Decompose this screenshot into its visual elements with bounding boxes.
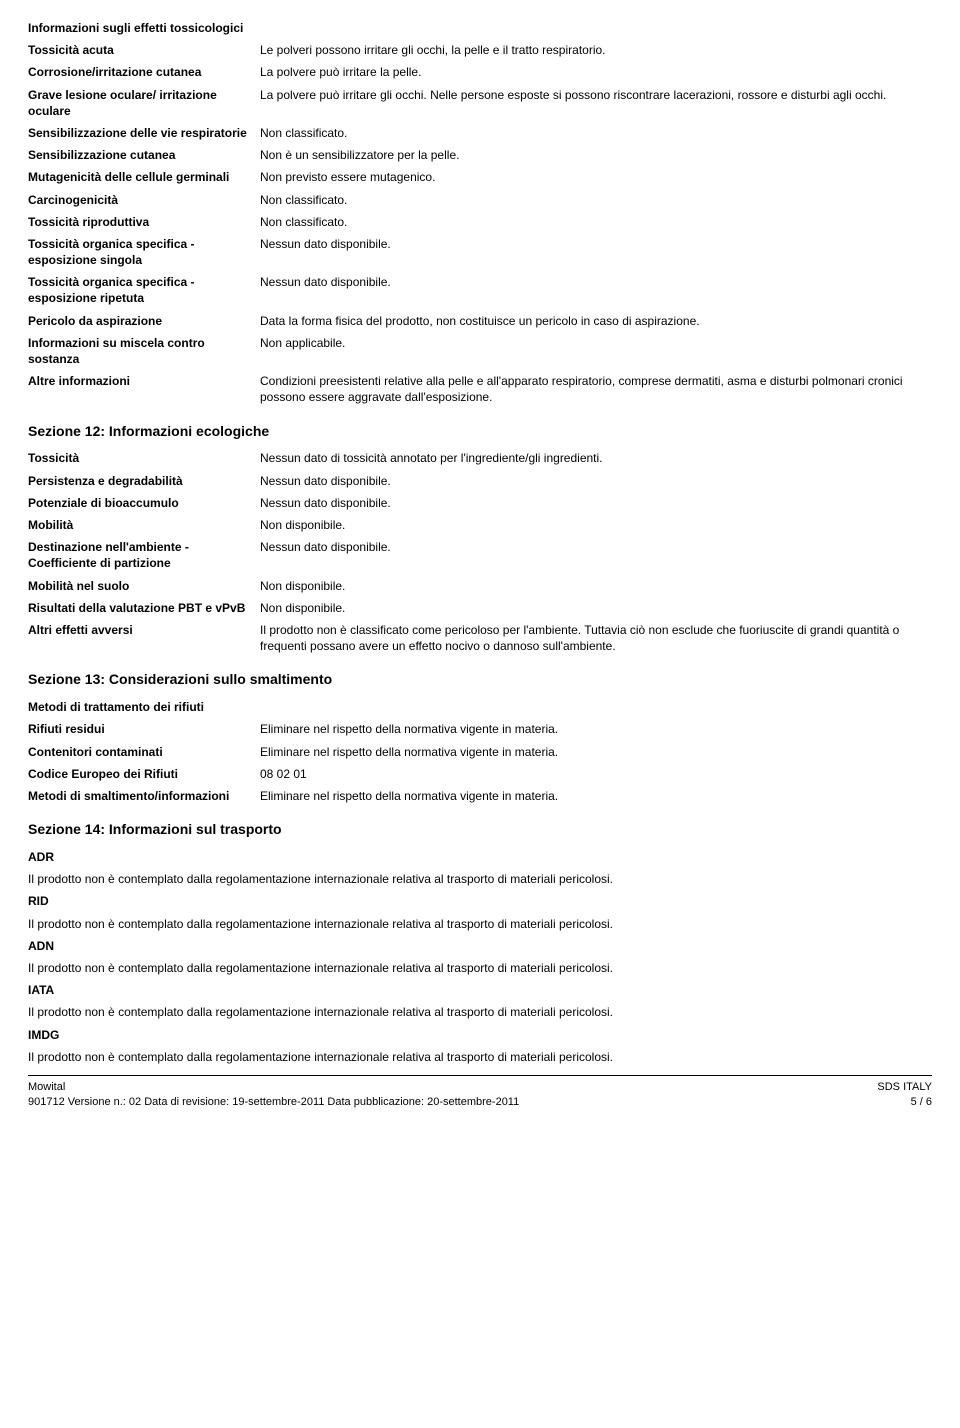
- s11-label: Tossicità organica specifica - esposizio…: [28, 236, 260, 268]
- s12-row: Persistenza e degradabilitàNessun dato d…: [28, 473, 932, 489]
- s11-value: Nessun dato disponibile.: [260, 274, 932, 306]
- s12-row: Mobilità nel suoloNon disponibile.: [28, 578, 932, 594]
- s11-label: Tossicità riproduttiva: [28, 214, 260, 230]
- section-13-subheading: Metodi di trattamento dei rifiuti: [28, 699, 932, 715]
- s11-value: Data la forma fisica del prodotto, non c…: [260, 313, 932, 329]
- s12-label: Risultati della valutazione PBT e vPvB: [28, 600, 260, 616]
- s12-value: Non disponibile.: [260, 578, 932, 594]
- s11-row: Tossicità riproduttivaNon classificato.: [28, 214, 932, 230]
- transport-text: Il prodotto non è contemplato dalla rego…: [28, 960, 932, 976]
- s13-row: Metodi di smaltimento/informazioniElimin…: [28, 788, 932, 804]
- s11-label: Mutagenicità delle cellule germinali: [28, 169, 260, 185]
- s12-label: Destinazione nell'ambiente - Coefficient…: [28, 539, 260, 571]
- s11-value: Nessun dato disponibile.: [260, 236, 932, 268]
- s12-row: TossicitàNessun dato di tossicità annota…: [28, 450, 932, 466]
- s12-value: Nessun dato di tossicità annotato per l'…: [260, 450, 932, 466]
- s11-row: CarcinogenicitàNon classificato.: [28, 192, 932, 208]
- section-11-title: Informazioni sugli effetti tossicologici: [28, 20, 932, 36]
- s12-label: Mobilità: [28, 517, 260, 533]
- s13-label: Metodi di smaltimento/informazioni: [28, 788, 260, 804]
- s11-label: Pericolo da aspirazione: [28, 313, 260, 329]
- s13-value: 08 02 01: [260, 766, 932, 782]
- s13-label: Contenitori contaminati: [28, 744, 260, 760]
- s13-value: Eliminare nel rispetto della normativa v…: [260, 721, 932, 737]
- s12-value: Nessun dato disponibile.: [260, 495, 932, 511]
- s12-row: MobilitàNon disponibile.: [28, 517, 932, 533]
- s11-row: Tossicità acutaLe polveri possono irrita…: [28, 42, 932, 58]
- transport-mode: IMDG: [28, 1027, 932, 1043]
- section-13-title: Sezione 13: Considerazioni sullo smaltim…: [28, 670, 932, 689]
- s11-label: Tossicità acuta: [28, 42, 260, 58]
- transport-mode: IATA: [28, 982, 932, 998]
- s11-row: Informazioni su miscela contro sostanzaN…: [28, 335, 932, 367]
- transport-mode: RID: [28, 893, 932, 909]
- s11-row: Pericolo da aspirazioneData la forma fis…: [28, 313, 932, 329]
- s11-label: Sensibilizzazione delle vie respiratorie: [28, 125, 260, 141]
- s12-row: Potenziale di bioaccumuloNessun dato dis…: [28, 495, 932, 511]
- s12-value: Nessun dato disponibile.: [260, 473, 932, 489]
- s11-label: Sensibilizzazione cutanea: [28, 147, 260, 163]
- footer-version-line: 901712 Versione n.: 02 Data di revisione…: [28, 1095, 519, 1110]
- transport-text: Il prodotto non è contemplato dalla rego…: [28, 1004, 932, 1020]
- s13-label: Codice Europeo dei Rifiuti: [28, 766, 260, 782]
- s11-value: Non applicabile.: [260, 335, 932, 367]
- footer-sds: SDS ITALY: [877, 1080, 932, 1095]
- s13-row: Codice Europeo dei Rifiuti08 02 01: [28, 766, 932, 782]
- s11-row: Tossicità organica specifica - esposizio…: [28, 274, 932, 306]
- s12-row: Risultati della valutazione PBT e vPvBNo…: [28, 600, 932, 616]
- s12-value: Nessun dato disponibile.: [260, 539, 932, 571]
- transport-mode: ADN: [28, 938, 932, 954]
- s11-value: Non classificato.: [260, 192, 932, 208]
- s11-label: Tossicità organica specifica - esposizio…: [28, 274, 260, 306]
- footer-product: Mowital: [28, 1080, 519, 1095]
- section-14-title: Sezione 14: Informazioni sul trasporto: [28, 820, 932, 839]
- s13-label: Rifiuti residui: [28, 721, 260, 737]
- s12-value: Il prodotto non è classificato come peri…: [260, 622, 932, 654]
- transport-mode: ADR: [28, 849, 932, 865]
- s11-row: Corrosione/irritazione cutaneaLa polvere…: [28, 64, 932, 80]
- s11-label: Grave lesione oculare/ irritazione ocula…: [28, 87, 260, 119]
- s12-label: Tossicità: [28, 450, 260, 466]
- s13-row: Contenitori contaminatiEliminare nel ris…: [28, 744, 932, 760]
- s12-label: Mobilità nel suolo: [28, 578, 260, 594]
- s13-row: Rifiuti residuiEliminare nel rispetto de…: [28, 721, 932, 737]
- s11-label: Informazioni su miscela contro sostanza: [28, 335, 260, 367]
- section-12-title: Sezione 12: Informazioni ecologiche: [28, 422, 932, 441]
- s11-label: Altre informazioni: [28, 373, 260, 405]
- s11-row: Grave lesione oculare/ irritazione ocula…: [28, 87, 932, 119]
- s12-label: Potenziale di bioaccumulo: [28, 495, 260, 511]
- footer-page: 5 / 6: [877, 1095, 932, 1110]
- s11-value: Non classificato.: [260, 125, 932, 141]
- s11-value: Non è un sensibilizzatore per la pelle.: [260, 147, 932, 163]
- transport-text: Il prodotto non è contemplato dalla rego…: [28, 1049, 932, 1065]
- s12-value: Non disponibile.: [260, 517, 932, 533]
- page-footer: Mowital 901712 Versione n.: 02 Data di r…: [28, 1075, 932, 1110]
- s11-label: Carcinogenicità: [28, 192, 260, 208]
- transport-text: Il prodotto non è contemplato dalla rego…: [28, 871, 932, 887]
- s12-label: Persistenza e degradabilità: [28, 473, 260, 489]
- s12-row: Destinazione nell'ambiente - Coefficient…: [28, 539, 932, 571]
- s13-value: Eliminare nel rispetto della normativa v…: [260, 788, 932, 804]
- s11-row: Mutagenicità delle cellule germinaliNon …: [28, 169, 932, 185]
- s11-value: La polvere può irritare gli occhi. Nelle…: [260, 87, 932, 119]
- s11-value: Condizioni preesistenti relative alla pe…: [260, 373, 932, 405]
- s12-row: Altri effetti avversiIl prodotto non è c…: [28, 622, 932, 654]
- s12-label: Altri effetti avversi: [28, 622, 260, 654]
- s11-value: Non previsto essere mutagenico.: [260, 169, 932, 185]
- s11-row: Sensibilizzazione delle vie respiratorie…: [28, 125, 932, 141]
- s11-label: Corrosione/irritazione cutanea: [28, 64, 260, 80]
- s12-value: Non disponibile.: [260, 600, 932, 616]
- transport-text: Il prodotto non è contemplato dalla rego…: [28, 916, 932, 932]
- s11-value: La polvere può irritare la pelle.: [260, 64, 932, 80]
- s13-value: Eliminare nel rispetto della normativa v…: [260, 744, 932, 760]
- s11-row: Sensibilizzazione cutaneaNon è un sensib…: [28, 147, 932, 163]
- s11-row: Altre informazioniCondizioni preesistent…: [28, 373, 932, 405]
- s11-value: Le polveri possono irritare gli occhi, l…: [260, 42, 932, 58]
- s11-value: Non classificato.: [260, 214, 932, 230]
- s11-row: Tossicità organica specifica - esposizio…: [28, 236, 932, 268]
